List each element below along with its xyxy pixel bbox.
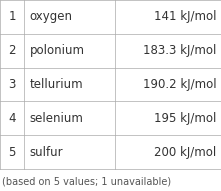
Text: 5: 5 (8, 146, 16, 159)
Text: 2: 2 (8, 44, 16, 57)
Text: tellurium: tellurium (30, 78, 84, 91)
Text: 195 kJ/mol: 195 kJ/mol (154, 112, 217, 125)
Text: oxygen: oxygen (30, 10, 73, 23)
Text: 1: 1 (8, 10, 16, 23)
Text: 3: 3 (8, 78, 16, 91)
Text: sulfur: sulfur (30, 146, 63, 159)
Text: 4: 4 (8, 112, 16, 125)
Text: (based on 5 values; 1 unavailable): (based on 5 values; 1 unavailable) (2, 176, 171, 186)
Text: 141 kJ/mol: 141 kJ/mol (154, 10, 217, 23)
Text: 200 kJ/mol: 200 kJ/mol (154, 146, 217, 159)
Text: 183.3 kJ/mol: 183.3 kJ/mol (143, 44, 217, 57)
Text: 190.2 kJ/mol: 190.2 kJ/mol (143, 78, 217, 91)
Text: selenium: selenium (30, 112, 84, 125)
Text: polonium: polonium (30, 44, 85, 57)
